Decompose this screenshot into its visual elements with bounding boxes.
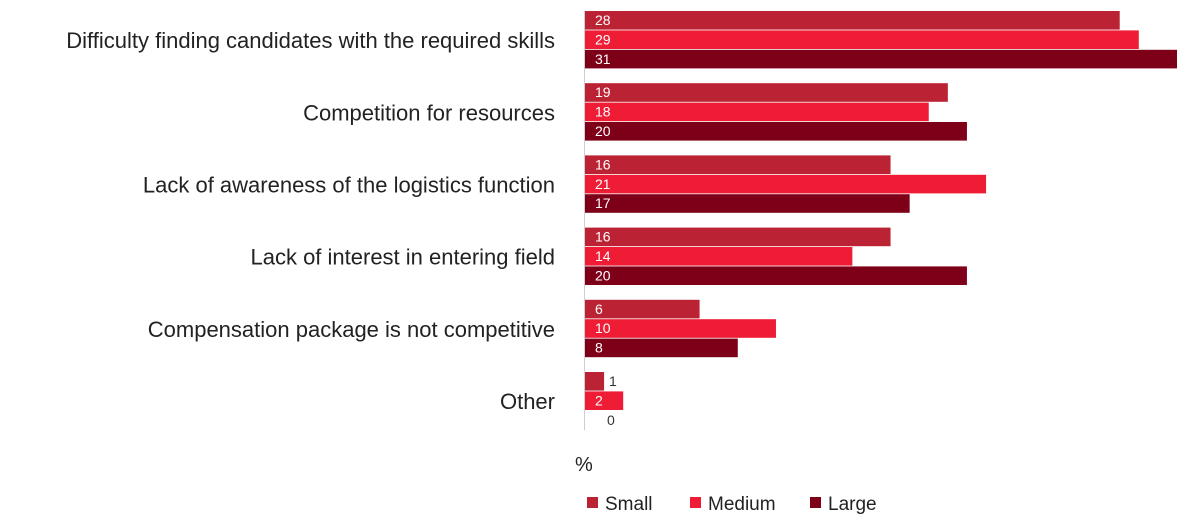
value-label-medium-other: 2 — [595, 392, 603, 408]
bar-medium-compensation-package-is-not-competitive — [585, 319, 776, 338]
bar-medium-other — [585, 391, 624, 410]
bar-large-competition-for-resources — [585, 122, 967, 141]
bar-medium-lack-of-awareness-of-the-logistics-function — [585, 174, 987, 194]
value-label-medium-lack-of-interest-in-entering-field: 14 — [595, 248, 611, 264]
legend-swatch-large — [810, 497, 821, 508]
bar-large-compensation-package-is-not-competitive — [585, 338, 738, 358]
bar-large-lack-of-interest-in-entering-field — [585, 266, 967, 285]
value-label-small-other: 1 — [609, 373, 617, 389]
value-label-medium-difficulty-finding-candidates-with-the-required-skills: 29 — [595, 31, 611, 47]
category-label-difficulty-finding-candidates-with-the-required-skills: Difficulty finding candidates with the r… — [66, 28, 555, 53]
bar-small-compensation-package-is-not-competitive — [585, 299, 700, 319]
legend-swatch-medium — [690, 497, 701, 508]
bar-medium-difficulty-finding-candidates-with-the-required-skills — [585, 30, 1139, 49]
bar-small-lack-of-interest-in-entering-field — [585, 227, 891, 247]
legend-label-medium: Medium — [708, 494, 776, 515]
value-label-medium-competition-for-resources: 18 — [595, 104, 611, 120]
value-label-large-competition-for-resources: 20 — [595, 123, 611, 139]
bar-small-lack-of-awareness-of-the-logistics-function — [585, 155, 891, 174]
value-label-small-compensation-package-is-not-competitive: 6 — [595, 301, 603, 317]
value-label-medium-lack-of-awareness-of-the-logistics-function: 21 — [595, 176, 611, 192]
bar-small-difficulty-finding-candidates-with-the-required-skills — [585, 11, 1120, 30]
value-label-large-lack-of-awareness-of-the-logistics-function: 17 — [595, 195, 611, 211]
bar-large-lack-of-awareness-of-the-logistics-function — [585, 194, 910, 213]
bar-small-competition-for-resources — [585, 83, 948, 102]
value-label-large-difficulty-finding-candidates-with-the-required-skills: 31 — [595, 51, 611, 67]
legend: Small Medium Large — [587, 494, 877, 515]
value-label-medium-compensation-package-is-not-competitive: 10 — [595, 320, 611, 336]
bar-small-other — [585, 372, 605, 391]
value-label-large-other: 0 — [607, 412, 615, 428]
unit-label: % — [575, 454, 593, 476]
value-label-small-competition-for-resources: 19 — [595, 84, 611, 100]
bar-medium-competition-for-resources — [585, 102, 929, 122]
value-label-large-lack-of-interest-in-entering-field: 20 — [595, 267, 611, 283]
legend-label-large: Large — [828, 494, 877, 515]
category-labels-layer: Difficulty finding candidates with the r… — [66, 28, 555, 414]
category-label-lack-of-interest-in-entering-field: Lack of interest in entering field — [250, 245, 555, 270]
category-label-lack-of-awareness-of-the-logistics-function: Lack of awareness of the logistics funct… — [143, 173, 555, 198]
bar-medium-lack-of-interest-in-entering-field — [585, 247, 853, 266]
legend-label-small: Small — [605, 494, 653, 515]
value-label-small-lack-of-awareness-of-the-logistics-function: 16 — [595, 156, 611, 172]
value-label-small-difficulty-finding-candidates-with-the-required-skills: 28 — [595, 12, 611, 28]
bar-large-difficulty-finding-candidates-with-the-required-skills — [585, 49, 1177, 69]
category-label-compensation-package-is-not-competitive: Compensation package is not competitive — [148, 317, 555, 342]
value-label-large-compensation-package-is-not-competitive: 8 — [595, 340, 603, 356]
legend-swatch-small — [587, 497, 598, 508]
value-label-small-lack-of-interest-in-entering-field: 16 — [595, 229, 611, 245]
category-label-other: Other — [500, 389, 555, 414]
category-label-competition-for-resources: Competition for resources — [303, 100, 555, 125]
